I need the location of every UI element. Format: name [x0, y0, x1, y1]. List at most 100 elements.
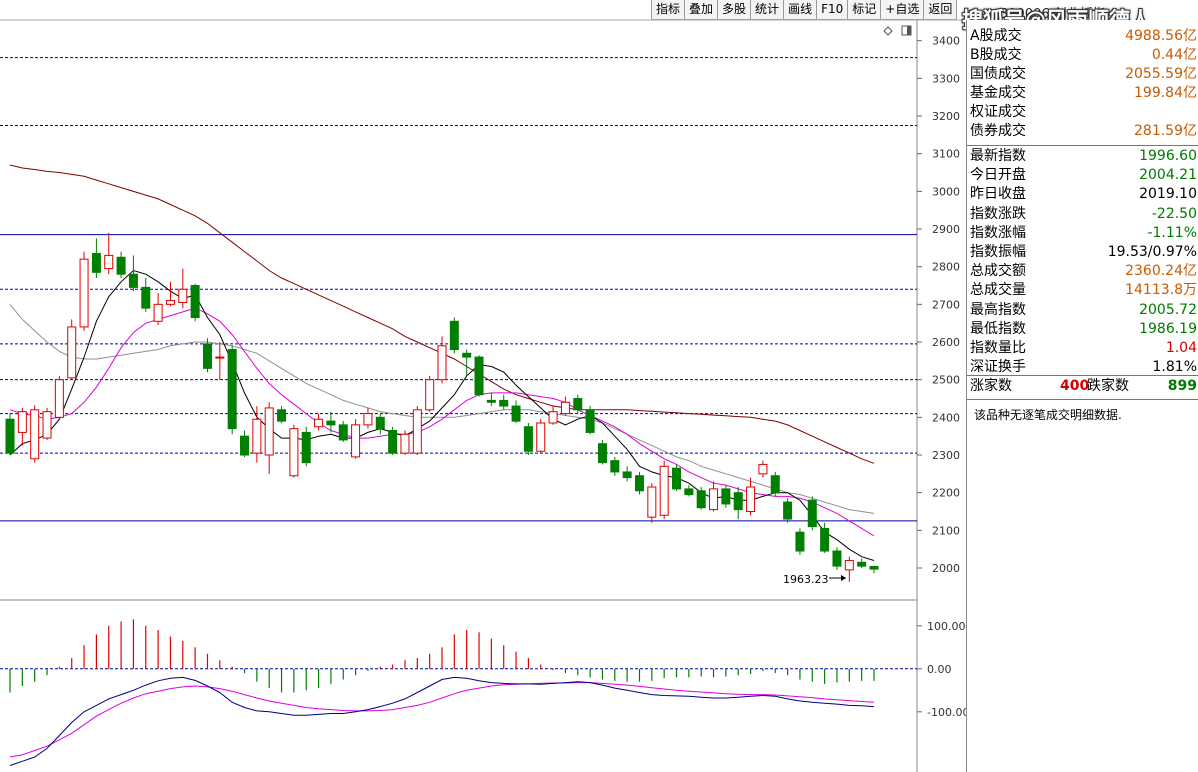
- candle[interactable]: [709, 481, 719, 512]
- candle[interactable]: [240, 430, 250, 457]
- candle[interactable]: [227, 345, 237, 435]
- candle-body: [622, 471, 632, 479]
- candle[interactable]: [560, 396, 570, 416]
- candle-body: [511, 405, 521, 422]
- candle[interactable]: [301, 426, 311, 467]
- stats-label: 指数涨跌: [970, 205, 1026, 222]
- candle[interactable]: [338, 421, 348, 442]
- candle[interactable]: [30, 405, 40, 463]
- candle[interactable]: [91, 238, 101, 278]
- candle[interactable]: [597, 439, 607, 465]
- candle[interactable]: [42, 407, 52, 440]
- candle-body: [17, 411, 27, 433]
- candle[interactable]: [634, 471, 644, 495]
- candle[interactable]: [857, 558, 867, 568]
- candle[interactable]: [178, 268, 188, 309]
- candle[interactable]: [116, 251, 126, 278]
- candle[interactable]: [412, 406, 422, 455]
- candle[interactable]: [585, 406, 595, 435]
- candle[interactable]: [758, 460, 768, 478]
- quote-panel: A股成交 4988.56亿 B股成交 0.44亿 国债成交 2055.59亿 基金成交 199…: [966, 20, 1198, 772]
- turnover-row: 基金成交 199.84亿: [970, 84, 1197, 103]
- candle[interactable]: [153, 293, 163, 326]
- candle[interactable]: [54, 375, 64, 420]
- candle[interactable]: [215, 342, 225, 380]
- candle[interactable]: [869, 565, 879, 574]
- candle[interactable]: [486, 392, 496, 407]
- stats-row: 总成交量 14113.8万: [970, 281, 1197, 300]
- candle[interactable]: [17, 407, 27, 446]
- candle-body: [449, 320, 459, 351]
- candle[interactable]: [462, 349, 472, 376]
- candle[interactable]: [264, 402, 274, 474]
- draw-line-button[interactable]: 画线: [783, 0, 818, 20]
- candle[interactable]: [388, 426, 398, 455]
- candle[interactable]: [659, 460, 669, 520]
- turnover-row: A股成交 4988.56亿: [970, 27, 1197, 46]
- price-tick-label: 2700: [932, 298, 960, 311]
- candle[interactable]: [610, 456, 620, 476]
- candle-body: [388, 430, 398, 454]
- candle[interactable]: [832, 547, 842, 570]
- candle[interactable]: [314, 413, 324, 431]
- candle[interactable]: [684, 485, 694, 497]
- candle[interactable]: [548, 406, 558, 425]
- multi-stock-button[interactable]: 多股: [717, 0, 752, 20]
- candle[interactable]: [67, 319, 77, 380]
- candle[interactable]: [770, 471, 780, 497]
- candle[interactable]: [104, 232, 114, 275]
- candle[interactable]: [696, 487, 706, 510]
- candle-body: [758, 463, 768, 475]
- chart-area[interactable]: 3400 3300 3200 3100 3000 2900 2800 2700 2600 2500…: [0, 0, 966, 772]
- candle[interactable]: [437, 336, 447, 384]
- candle[interactable]: [672, 464, 682, 491]
- candle[interactable]: [536, 419, 546, 454]
- candle[interactable]: [523, 422, 533, 455]
- diamond-icon[interactable]: [883, 26, 893, 36]
- candle[interactable]: [783, 498, 793, 523]
- f10-button[interactable]: F10: [816, 0, 849, 20]
- candle[interactable]: [573, 394, 583, 414]
- candle[interactable]: [400, 430, 410, 455]
- candle[interactable]: [202, 338, 212, 373]
- ma5-line: [9, 269, 875, 561]
- candle[interactable]: [375, 413, 385, 435]
- candle[interactable]: [351, 419, 361, 459]
- candle[interactable]: [128, 255, 138, 292]
- candle[interactable]: [795, 528, 805, 555]
- candle[interactable]: [277, 406, 287, 423]
- candle[interactable]: [289, 424, 299, 478]
- index-code: 399006 创业板指: [1000, 7, 1106, 22]
- candle[interactable]: [190, 283, 200, 322]
- candle[interactable]: [733, 487, 743, 520]
- candle[interactable]: [647, 483, 657, 523]
- candle[interactable]: [363, 407, 373, 429]
- candle[interactable]: [820, 522, 830, 553]
- candle[interactable]: [165, 281, 175, 307]
- back-button[interactable]: 返回: [923, 0, 958, 20]
- candle-body: [178, 288, 188, 303]
- candle[interactable]: [252, 406, 262, 463]
- candle[interactable]: [622, 466, 632, 482]
- candle[interactable]: [449, 317, 459, 354]
- mark-button[interactable]: 标记: [847, 0, 882, 20]
- candle[interactable]: [511, 400, 521, 423]
- price-axis: 3400 3300 3200 3100 3000 2900 2800 2700 2600 2500…: [917, 35, 960, 575]
- candle[interactable]: [141, 277, 151, 312]
- candle[interactable]: [5, 412, 15, 455]
- candle[interactable]: [721, 485, 731, 508]
- candle[interactable]: [79, 251, 89, 331]
- candle[interactable]: [807, 496, 817, 531]
- candle[interactable]: [425, 375, 435, 412]
- candle[interactable]: [326, 411, 336, 433]
- candle-body: [634, 475, 644, 492]
- candle[interactable]: [844, 556, 854, 582]
- macd-tick-label: -100.00: [927, 706, 966, 719]
- candlesticks[interactable]: [5, 232, 879, 582]
- down-count: 899: [1167, 378, 1197, 394]
- candle[interactable]: [474, 355, 484, 397]
- candle[interactable]: [499, 394, 509, 410]
- candle[interactable]: [746, 477, 756, 516]
- price-tick-label: 2600: [932, 336, 960, 349]
- candle-body: [560, 401, 570, 415]
